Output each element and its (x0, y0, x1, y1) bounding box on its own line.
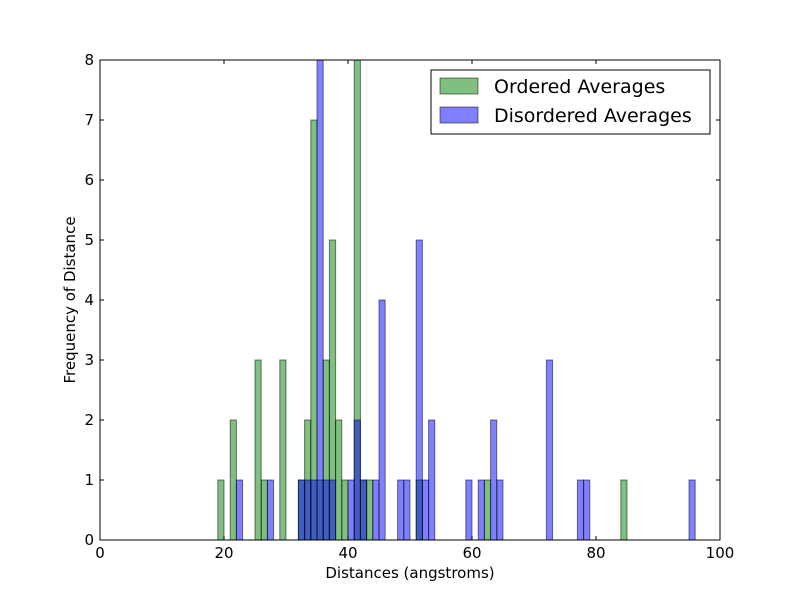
bar-ordered-2 (254, 359, 262, 541)
bar-disordered-19 (477, 479, 485, 541)
y-tick-label-0: 0 (84, 531, 94, 549)
x-axis-label: Distances (angstroms) (325, 564, 494, 582)
bar-ordered-4 (279, 359, 287, 541)
bar-ordered-12 (341, 479, 349, 541)
bar-disordered-4 (310, 479, 318, 541)
bar-disordered-0 (235, 479, 244, 541)
bar-ordered-3 (260, 479, 268, 541)
y-axis-label: Frequency of Distance (61, 216, 79, 383)
bar-disordered-6 (322, 479, 330, 541)
bar-disordered-23 (576, 479, 585, 541)
bar-ordered-18 (620, 479, 628, 541)
x-tick-label-4: 80 (586, 544, 605, 562)
bar-disordered-24 (583, 479, 591, 541)
bar-disordered-3 (304, 479, 312, 541)
legend-label-disordered: Disordered Averages (494, 105, 692, 127)
bar-disordered-10 (359, 479, 368, 541)
plot-area (100, 60, 720, 540)
tick-labels: 0 20 40 60 80 100 0 1 2 3 4 5 6 7 8 (84, 51, 734, 562)
y-tick-label-1: 1 (84, 471, 94, 489)
x-tick-label-1: 20 (214, 544, 233, 562)
x-tick-label-5: 100 (706, 544, 735, 562)
bar-disordered-8 (347, 479, 355, 541)
bar-disordered-14 (403, 479, 411, 541)
y-tick-label-7: 7 (84, 111, 94, 129)
x-tick-label-2: 40 (338, 544, 357, 562)
legend-label-ordered: Ordered Averages (494, 76, 665, 98)
y-tick-label-5: 5 (84, 231, 94, 249)
bar-disordered-18 (465, 479, 473, 541)
legend: Ordered Averages Disordered Averages (430, 69, 711, 135)
bar-disordered-7 (328, 479, 337, 541)
bar-ordered-1 (229, 419, 237, 541)
bar-disordered-21 (496, 479, 504, 541)
bar-disordered-16 (421, 479, 430, 541)
bar-disordered-22 (545, 359, 554, 541)
bar-ordered-17 (483, 479, 492, 541)
bar-disordered-17 (428, 419, 436, 541)
bar-disordered-5 (316, 59, 324, 541)
bar-ordered-15 (366, 479, 374, 541)
bar-disordered-1 (266, 479, 275, 541)
bar-disordered-9 (353, 419, 361, 541)
bar-ordered-11 (335, 419, 343, 541)
y-tick-label-4: 4 (84, 291, 94, 309)
legend-swatch-disordered (439, 106, 479, 124)
y-tick-label-2: 2 (84, 411, 94, 429)
x-tick-label-0: 0 (95, 544, 105, 562)
bar-disordered-15 (415, 239, 423, 541)
y-tick-label-8: 8 (84, 51, 94, 69)
bar-disordered-13 (397, 479, 405, 541)
plot-frame (99, 59, 721, 541)
y-tick-label-6: 6 (84, 171, 94, 189)
bar-disordered-25 (688, 479, 696, 541)
bar-disordered-20 (490, 419, 498, 541)
histogram-bars (217, 59, 696, 541)
bar-ordered-0 (217, 479, 225, 541)
bar-ordered-7 (310, 119, 318, 541)
bar-disordered-2 (297, 479, 306, 541)
bar-disordered-11 (372, 479, 380, 541)
x-tick-label-3: 60 (462, 544, 481, 562)
legend-swatch-ordered (439, 77, 479, 95)
y-tick-label-3: 3 (84, 351, 94, 369)
bar-disordered-12 (378, 299, 386, 541)
